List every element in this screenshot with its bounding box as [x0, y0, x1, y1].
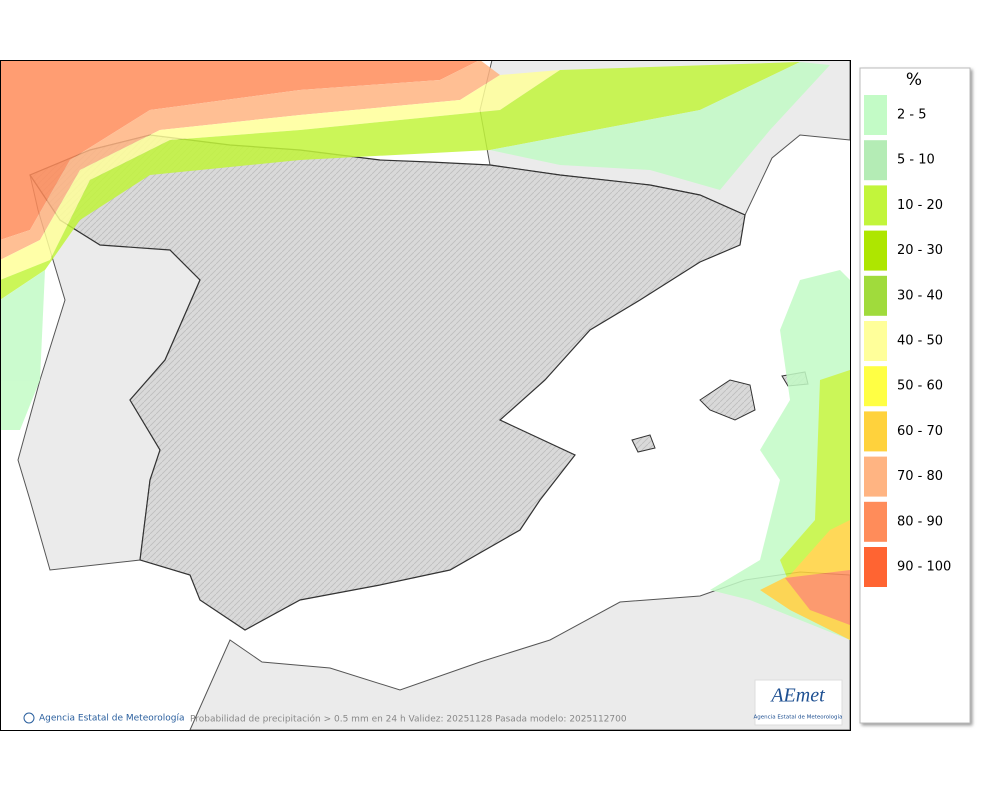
legend-swatch [864, 411, 887, 452]
ibiza [631, 434, 656, 453]
legend-label: 30 - 40 [897, 288, 943, 303]
logo-box [754, 679, 843, 726]
map-frame [0, 60, 851, 731]
legend-swatch [864, 185, 887, 226]
map [0, 60, 850, 730]
legend-label: 70 - 80 [897, 469, 943, 484]
mallorca [699, 379, 756, 421]
legend-label: 10 - 20 [897, 198, 943, 213]
logo-subtitle: Agencia Estatal de Meteorología [754, 714, 843, 721]
footer: Agencia Estatal de Meteorología Probabil… [23, 712, 627, 725]
legend-label: 90 - 100 [897, 560, 951, 575]
legend-swatch [864, 230, 887, 271]
legend-label: 20 - 30 [897, 243, 943, 258]
precip-area [785, 570, 850, 625]
legend-swatch [864, 95, 887, 135]
legend-label: 60 - 70 [897, 424, 943, 439]
precip-area [0, 62, 800, 300]
legend-label: 40 - 50 [897, 334, 943, 349]
legend-swatch [864, 140, 887, 181]
legend-label: 50 - 60 [897, 379, 943, 394]
precip-area [0, 60, 480, 240]
copyright-icon [23, 712, 35, 724]
precip-area [0, 62, 850, 640]
legend-label: 5 - 10 [897, 153, 935, 168]
caption: Probabilidad de precipitación > 0.5 mm e… [190, 714, 627, 725]
spain [29, 134, 746, 631]
logo: AEmet Agencia Estatal de Meteorología [754, 679, 843, 726]
legend-swatch [864, 501, 887, 542]
precip-area [0, 70, 560, 280]
legend-swatch [864, 275, 887, 316]
credit: Agencia Estatal de Meteorología [39, 714, 185, 724]
legend-swatch [864, 321, 887, 361]
legend-label: 80 - 90 [897, 514, 943, 529]
legend-label: 2 - 5 [897, 108, 927, 123]
legend-swatch [864, 366, 887, 407]
precipitation-overlay [0, 60, 850, 640]
legend-swatch [864, 547, 887, 587]
legend-swatch [864, 456, 887, 497]
logo-name: AEmet [769, 685, 825, 707]
legend-title: % [906, 70, 922, 90]
legend: % 2 - 5 5 - 10 10 - 20 20 - 30 30 - 40 40 - 5… [859, 67, 971, 724]
